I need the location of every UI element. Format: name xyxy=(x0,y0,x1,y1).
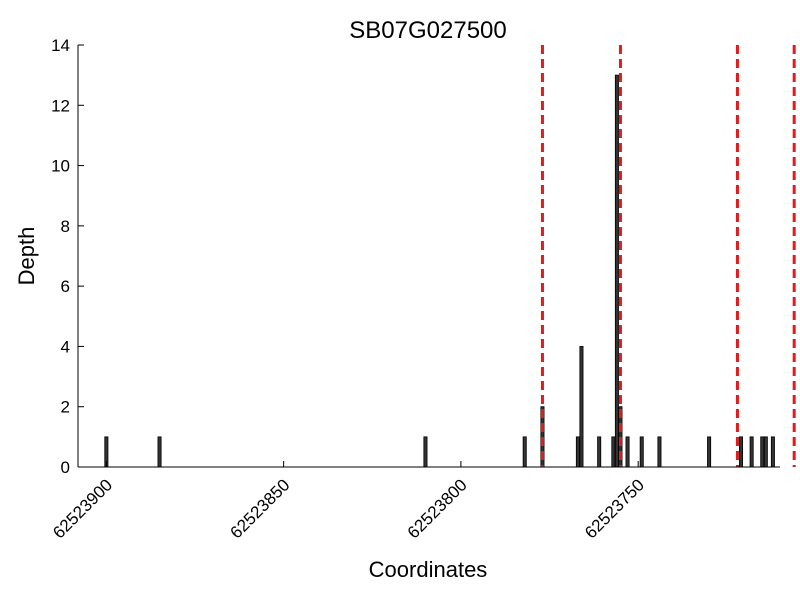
x-tick-label-62523800: 62523800 xyxy=(404,475,471,542)
x-axis-label: Coordinates xyxy=(369,557,488,582)
bar-1 xyxy=(157,436,162,468)
x-tick-label-62523850: 62523850 xyxy=(227,475,294,542)
bar-8 xyxy=(611,436,616,468)
x-ticks-layer: 62523900 62523850 62523800 62523750 xyxy=(49,461,648,542)
bar-19 xyxy=(770,436,775,468)
bar-18 xyxy=(763,436,768,468)
bar-17 xyxy=(760,436,765,468)
chart-title: SB07G027500 xyxy=(349,17,506,44)
y-tick-label-10: 10 xyxy=(51,157,70,176)
bar-5 xyxy=(575,436,580,468)
y-tick-label-6: 6 xyxy=(61,277,70,296)
bar-6 xyxy=(579,346,584,468)
y-axis-label: Depth xyxy=(14,227,39,286)
bar-16 xyxy=(749,436,754,468)
bar-15 xyxy=(739,436,743,468)
bar-11 xyxy=(625,436,630,468)
y-tick-label-0: 0 xyxy=(61,458,70,477)
bar-12 xyxy=(639,436,644,468)
y-tick-label-2: 2 xyxy=(61,398,70,417)
y-tick-label-8: 8 xyxy=(61,217,70,236)
axes-layer xyxy=(77,45,780,468)
bar-7 xyxy=(597,436,602,468)
bars-layer xyxy=(104,74,775,468)
x-tick-label-62523900: 62523900 xyxy=(49,475,116,542)
bar-13 xyxy=(657,436,662,468)
bar-2 xyxy=(423,436,428,468)
y-tick-label-4: 4 xyxy=(61,337,70,356)
y-tick-label-14: 14 xyxy=(51,36,70,55)
x-tick-label-62523750: 62523750 xyxy=(581,475,648,542)
y-ticks-layer: 0 2 4 6 8 10 12 14 xyxy=(51,36,84,477)
bar-9 xyxy=(614,74,619,468)
y-tick-label-12: 12 xyxy=(51,96,70,115)
bar-3 xyxy=(522,436,527,468)
marker-lines-layer xyxy=(540,45,796,467)
bar-14 xyxy=(707,436,712,468)
